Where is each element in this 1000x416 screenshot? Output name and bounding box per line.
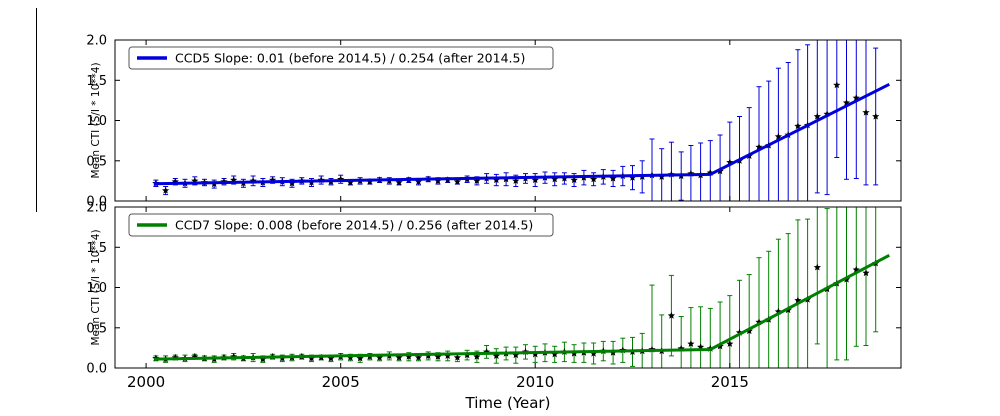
tick-marks [115,39,901,202]
x-tick-label: 2010 [516,373,554,391]
y-tick-label: 1.0 [86,114,107,129]
y-axis-title-ccd5: Mean CTI (S/I * 10**4) [90,62,102,179]
y-tick-label: 0.5 [86,321,107,336]
x-tick-label: 2000 [127,373,165,391]
fit-line-ccd5 [153,82,890,186]
y-tick-label: 0.0 [86,362,107,377]
subplot-ccd5 [152,40,890,201]
legend-label: CCD7 Slope: 0.008 (before 2014.5) / 0.25… [175,218,533,233]
y-axis-title-ccd7: Mean CTI (S/I * 10**4) [90,229,102,346]
y-tick-label: 1.0 [86,281,107,296]
x-tick-label: 2005 [322,373,360,391]
legend-ccd5: CCD5 Slope: 0.01 (before 2014.5) / 0.254… [128,46,554,70]
y-tick-label: 1.5 [86,241,107,256]
legend-box [128,213,554,237]
x-axis-title: Time (Year) [465,394,551,412]
y-tick-label: 0.5 [86,154,107,169]
legend-ccd7: CCD7 Slope: 0.008 (before 2014.5) / 0.25… [128,213,554,237]
figure-left-border [36,8,37,212]
subplot-ccd7 [152,207,890,368]
y-tick-label: 2.0 [86,34,107,49]
x-tick-label: 2015 [711,373,749,391]
tick-marks [115,206,901,369]
legend-box [128,46,554,70]
legend-label: CCD5 Slope: 0.01 (before 2014.5) / 0.254… [175,51,525,66]
y-tick-label: 1.5 [86,74,107,89]
y-tick-label: 2.0 [86,201,107,216]
y-tick-label: 0.0 [86,195,107,210]
fit-line-ccd7 [153,253,890,361]
